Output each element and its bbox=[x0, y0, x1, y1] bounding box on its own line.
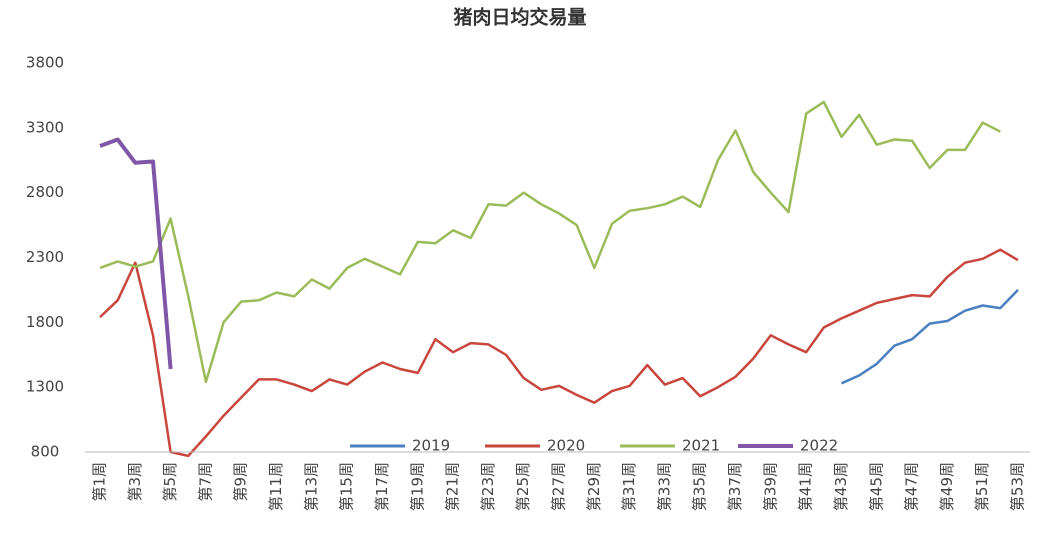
x-tick-label: 第3周 bbox=[126, 462, 144, 502]
x-tick-label: 第21周 bbox=[444, 462, 462, 511]
x-tick-label: 第17周 bbox=[373, 462, 391, 511]
x-tick-label: 第53周 bbox=[1009, 462, 1027, 511]
x-tick-label: 第51周 bbox=[973, 462, 991, 511]
x-tick-label: 第47周 bbox=[903, 462, 921, 511]
plot-area bbox=[99, 100, 1019, 458]
x-tick-label: 第11周 bbox=[267, 462, 285, 511]
y-tick-label: 1300 bbox=[26, 378, 64, 396]
legend-label: 2021 bbox=[682, 437, 720, 455]
y-tick-label: 3300 bbox=[26, 118, 64, 136]
y-tick-label: 2800 bbox=[26, 183, 64, 201]
y-tick-label: 1800 bbox=[26, 313, 64, 331]
chart-title: 猪肉日均交易量 bbox=[452, 6, 586, 29]
y-tick-label: 2300 bbox=[26, 248, 64, 266]
series-line bbox=[99, 248, 1019, 458]
x-tick-label: 第43周 bbox=[832, 462, 850, 511]
x-tick-label: 第5周 bbox=[161, 462, 179, 502]
x-tick-label: 第19周 bbox=[408, 462, 426, 511]
x-tick-label: 第37周 bbox=[726, 462, 744, 511]
x-tick-label: 第29周 bbox=[585, 462, 603, 511]
x-tick-label: 第39周 bbox=[761, 462, 779, 511]
x-tick-label: 第13周 bbox=[302, 462, 320, 511]
x-tick-label: 第23周 bbox=[479, 462, 497, 511]
legend-label: 2020 bbox=[547, 437, 585, 455]
x-tick-label: 第45周 bbox=[867, 462, 885, 511]
x-tick-label: 第25周 bbox=[514, 462, 532, 511]
x-tick-label: 第9周 bbox=[232, 462, 250, 502]
x-tick-label: 第33周 bbox=[655, 462, 673, 511]
x-tick-label: 第7周 bbox=[196, 462, 214, 502]
x-tick-label: 第35周 bbox=[691, 462, 709, 511]
x-tick-label: 第1周 bbox=[91, 462, 109, 502]
x-tick-label: 第49周 bbox=[938, 462, 956, 511]
x-tick-label: 第15周 bbox=[338, 462, 356, 511]
y-tick-label: 3800 bbox=[26, 54, 64, 72]
x-tick-label: 第27周 bbox=[550, 462, 568, 511]
series-line bbox=[840, 289, 1019, 385]
x-tick-label: 第31周 bbox=[620, 462, 638, 511]
legend-label: 2022 bbox=[800, 437, 838, 455]
series-line bbox=[99, 100, 1001, 384]
series-line bbox=[99, 137, 173, 370]
y-tick-label: 800 bbox=[31, 443, 60, 461]
legend-label: 2019 bbox=[412, 437, 450, 455]
x-tick-label: 第41周 bbox=[797, 462, 815, 511]
